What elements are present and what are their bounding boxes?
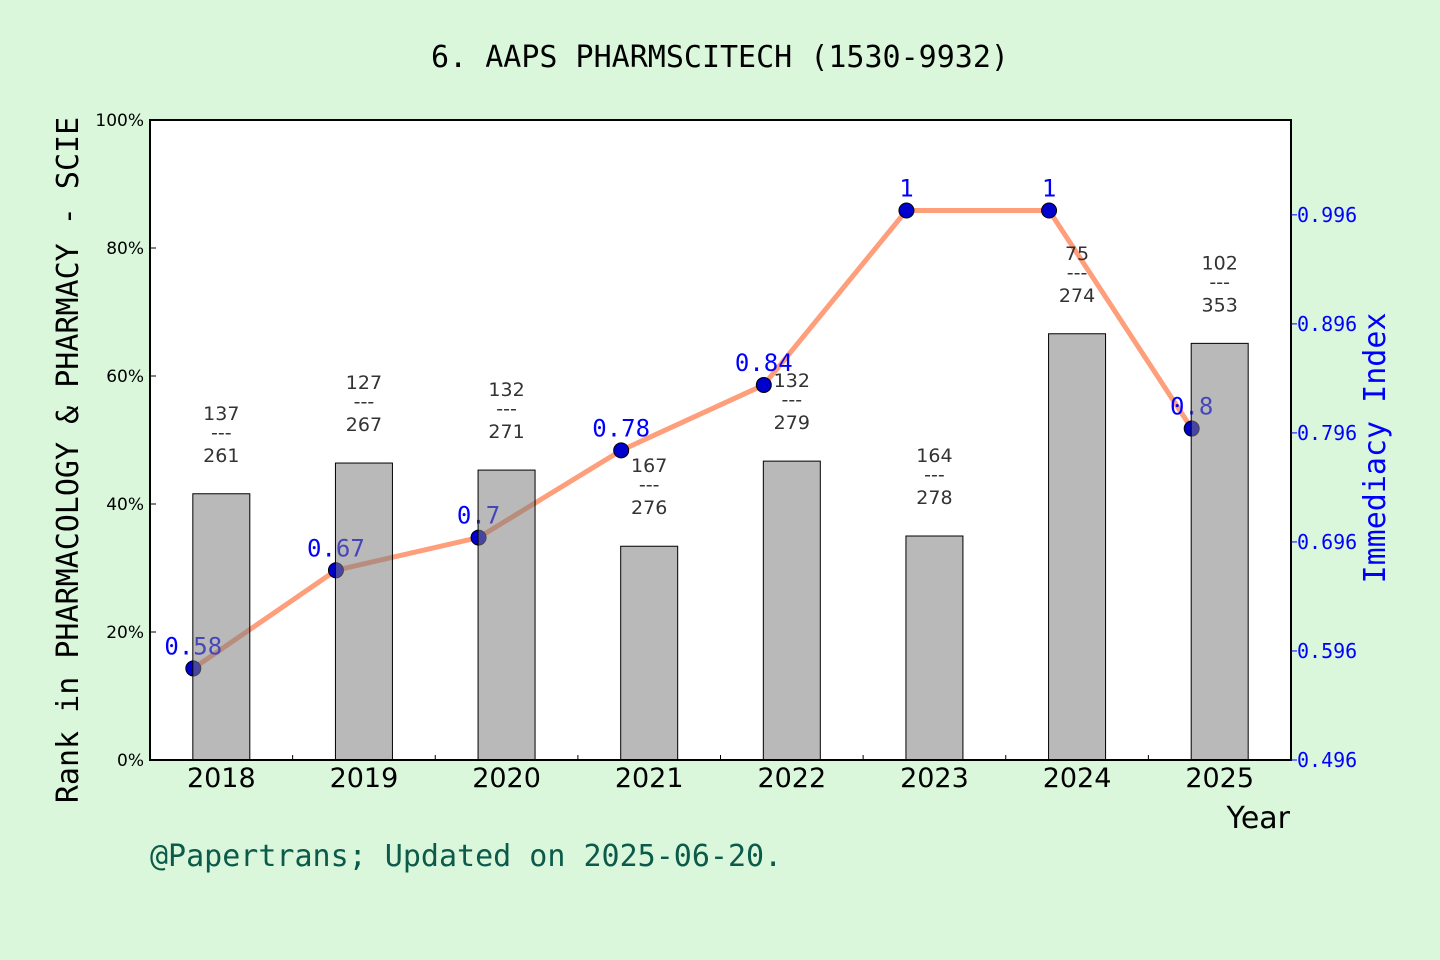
rank-divider: ---: [782, 389, 803, 411]
footer-credit: @Papertrans; Updated on 2025-06-20.: [150, 839, 782, 874]
rank-bar: [1190, 342, 1249, 761]
rank-label: 164: [916, 445, 952, 467]
y-right-tick-label: 0.796: [1297, 421, 1357, 445]
total-label: 274: [1059, 285, 1095, 307]
x-axis-label: Year: [1225, 801, 1290, 836]
total-label: 267: [346, 414, 382, 436]
rank-bar: [762, 460, 821, 761]
immediacy-point: [898, 202, 915, 219]
rank-bar: [905, 535, 964, 761]
rank-divider: ---: [1209, 271, 1230, 293]
rank-bar: [1048, 333, 1107, 761]
plot-area: [150, 120, 1291, 760]
immediacy-value-label: 0.84: [735, 349, 793, 377]
immediacy-value-label: 0.78: [592, 414, 650, 442]
y-tick-label: 40%: [106, 495, 144, 515]
rank-label: 127: [346, 372, 382, 394]
y-tick-label: 100%: [95, 111, 144, 131]
y-right-tick-label: 0.696: [1297, 530, 1357, 554]
rank-label: 137: [203, 403, 239, 425]
rank-bar: [334, 462, 393, 761]
rank-label: 132: [488, 379, 524, 401]
total-label: 353: [1202, 294, 1238, 316]
x-tick-label: 2018: [187, 763, 256, 794]
rank-divider: ---: [496, 398, 517, 420]
y-tick-label: 0%: [117, 751, 144, 771]
y-right-tick-label: 0.596: [1297, 639, 1357, 663]
rank-divider: ---: [354, 391, 375, 413]
y-right-tick-label: 0.996: [1297, 203, 1357, 227]
immediacy-point: [1041, 202, 1058, 219]
rank-label: 167: [631, 455, 667, 477]
y-axis-right-label: Immediacy Index: [1358, 313, 1393, 584]
x-tick-label: 2024: [1043, 763, 1112, 794]
rank-bar: [192, 493, 251, 761]
immediacy-value-label: 1: [899, 174, 913, 202]
total-label: 276: [631, 497, 667, 519]
total-label: 271: [488, 421, 524, 443]
y-tick-label: 20%: [106, 623, 144, 643]
x-tick-label: 2023: [900, 763, 969, 794]
rank-label: 75: [1065, 243, 1089, 265]
rank-label: 102: [1202, 252, 1238, 274]
x-tick-label: 2025: [1185, 763, 1254, 794]
rank-divider: ---: [924, 464, 945, 486]
total-label: 261: [203, 445, 239, 467]
x-tick-label: 2021: [615, 763, 684, 794]
total-label: 279: [774, 412, 810, 434]
rank-bar: [620, 545, 679, 761]
y-tick-label: 80%: [106, 239, 144, 259]
chart-title: 6. AAPS PHARMSCITECH (1530-9932): [431, 40, 1009, 75]
rank-divider: ---: [639, 474, 660, 496]
immediacy-value-label: 1: [1042, 174, 1056, 202]
rank-bar: [477, 469, 536, 761]
rank-divider: ---: [1067, 262, 1088, 284]
immediacy-point: [613, 442, 630, 459]
y-tick-label: 60%: [106, 367, 144, 387]
immediacy-point: [755, 376, 772, 393]
x-tick-label: 2022: [757, 763, 826, 794]
rank-divider: ---: [211, 422, 232, 444]
y-right-tick-label: 0.496: [1297, 748, 1357, 772]
rank-label: 132: [774, 370, 810, 392]
y-right-tick-label: 0.896: [1297, 312, 1357, 336]
y-axis-label: Rank in PHARMACOLOGY & PHARMACY - SCIE: [51, 117, 86, 803]
x-tick-label: 2020: [472, 763, 541, 794]
total-label: 278: [916, 487, 952, 509]
x-tick-label: 2019: [330, 763, 399, 794]
